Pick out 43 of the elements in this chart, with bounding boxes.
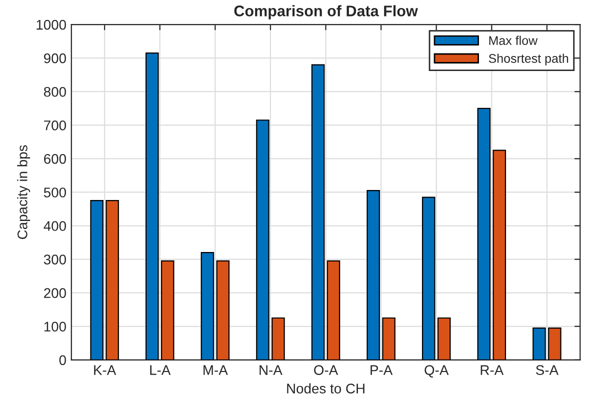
x-tick-label: N-A	[260, 365, 282, 375]
y-tick-label: 700	[44, 120, 66, 130]
y-tick-label: 0	[59, 355, 66, 366]
x-axis-title: Nodes to CH	[287, 383, 364, 394]
y-tick-label: 800	[44, 86, 66, 97]
bar	[422, 196, 436, 360]
bar	[311, 64, 325, 360]
y-axis-title: Capacity in bps	[17, 145, 30, 239]
y-tick-label: 1000	[36, 20, 66, 30]
x-tick-label: K-A	[94, 365, 116, 375]
bar	[216, 260, 230, 360]
bar	[492, 150, 506, 360]
x-tick-label: S-A	[536, 365, 558, 375]
legend-label: Max flow	[489, 36, 538, 45]
y-tick-label: 600	[44, 154, 66, 164]
y-tick-label: 300	[44, 254, 66, 264]
y-tick-label: 900	[44, 53, 66, 64]
legend-label: Shosrtest path	[488, 54, 568, 66]
bar	[160, 260, 174, 360]
bar	[382, 317, 396, 360]
bar	[90, 200, 104, 360]
x-tick-label: R-A	[480, 365, 504, 375]
bar	[548, 328, 562, 360]
y-tick-label: 400	[44, 221, 66, 231]
bar	[437, 317, 451, 360]
bar	[145, 52, 159, 360]
bar	[366, 190, 380, 360]
y-tick-label: 200	[44, 288, 66, 298]
x-tick-label: L-A	[150, 365, 171, 375]
x-tick-label: Q-A	[424, 365, 449, 378]
y-tick-label: 100	[44, 322, 66, 332]
bar	[272, 317, 285, 360]
x-tick-label: P-A	[370, 365, 393, 375]
y-tick-label: 500	[44, 188, 66, 198]
bar	[532, 328, 546, 360]
bar	[477, 108, 491, 360]
bar	[106, 200, 119, 360]
x-tick-label: O-A	[314, 365, 338, 375]
x-tick-label: M-A	[204, 365, 228, 375]
bar	[256, 120, 270, 360]
bar	[326, 260, 340, 360]
bar	[200, 252, 214, 360]
chart-title: Comparison of Data Flow	[234, 5, 418, 20]
